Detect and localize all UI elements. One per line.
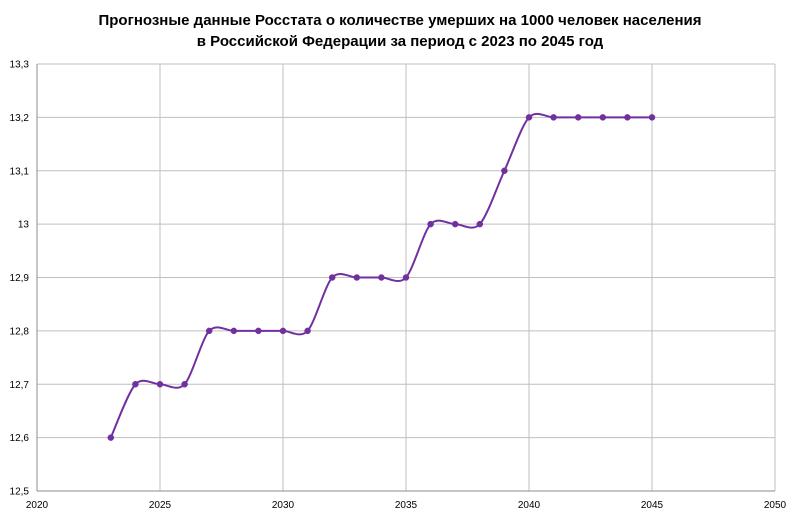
data-point: [550, 114, 557, 121]
data-point: [255, 327, 262, 335]
x-tick-label: 2040: [518, 500, 541, 511]
y-tick-label: 12,6: [10, 433, 30, 444]
data-point: [501, 167, 508, 174]
data-point: [648, 114, 656, 121]
y-tick-label: 12,9: [10, 273, 30, 284]
data-point: [451, 220, 459, 228]
y-tick-label: 13,1: [10, 166, 30, 177]
chart-title: Прогнозные данные Росстата о количестве …: [0, 10, 800, 52]
y-tick-label: 12,8: [10, 326, 30, 337]
data-point: [181, 381, 188, 388]
y-tick-label: 13,2: [10, 113, 30, 124]
y-axis-tick-labels: 12,5 12,6 12,7 12,8 12,9 13 13,1 13,2 13,3: [10, 60, 30, 498]
data-point: [525, 114, 533, 121]
x-tick-label: 2025: [149, 500, 172, 511]
y-tick-label: 13: [18, 220, 30, 231]
data-point: [156, 381, 164, 388]
data-point: [132, 381, 139, 388]
x-tick-label: 2045: [641, 500, 664, 511]
data-point: [353, 274, 361, 281]
chart-title-line-1: Прогнозные данные Росстата о количестве …: [98, 12, 702, 29]
data-point: [107, 434, 115, 441]
data-point: [427, 220, 434, 228]
x-axis-tick-labels: 2020 2025 2030 2035 2040 2045 2050: [26, 500, 787, 511]
y-tick-label: 12,5: [10, 487, 30, 498]
data-point: [402, 274, 410, 281]
data-point: [279, 327, 287, 335]
data-point: [304, 327, 311, 335]
data-point: [624, 114, 631, 121]
data-point: [328, 274, 336, 281]
x-tick-label: 2050: [764, 500, 787, 511]
y-tick-label: 12,7: [10, 380, 30, 391]
x-tick-label: 2020: [26, 500, 49, 511]
data-point: [599, 114, 607, 121]
data-point: [476, 220, 484, 228]
data-point: [574, 114, 582, 121]
chart-title-line-2: в Российской Федерации за период с 2023 …: [196, 33, 604, 50]
y-tick-label: 13,3: [10, 60, 30, 71]
data-point: [205, 327, 213, 335]
data-point: [378, 274, 385, 281]
data-series: [107, 112, 656, 441]
x-tick-label: 2030: [272, 500, 295, 511]
data-point: [230, 327, 238, 335]
x-tick-label: 2035: [395, 500, 418, 511]
axes: [36, 64, 775, 492]
